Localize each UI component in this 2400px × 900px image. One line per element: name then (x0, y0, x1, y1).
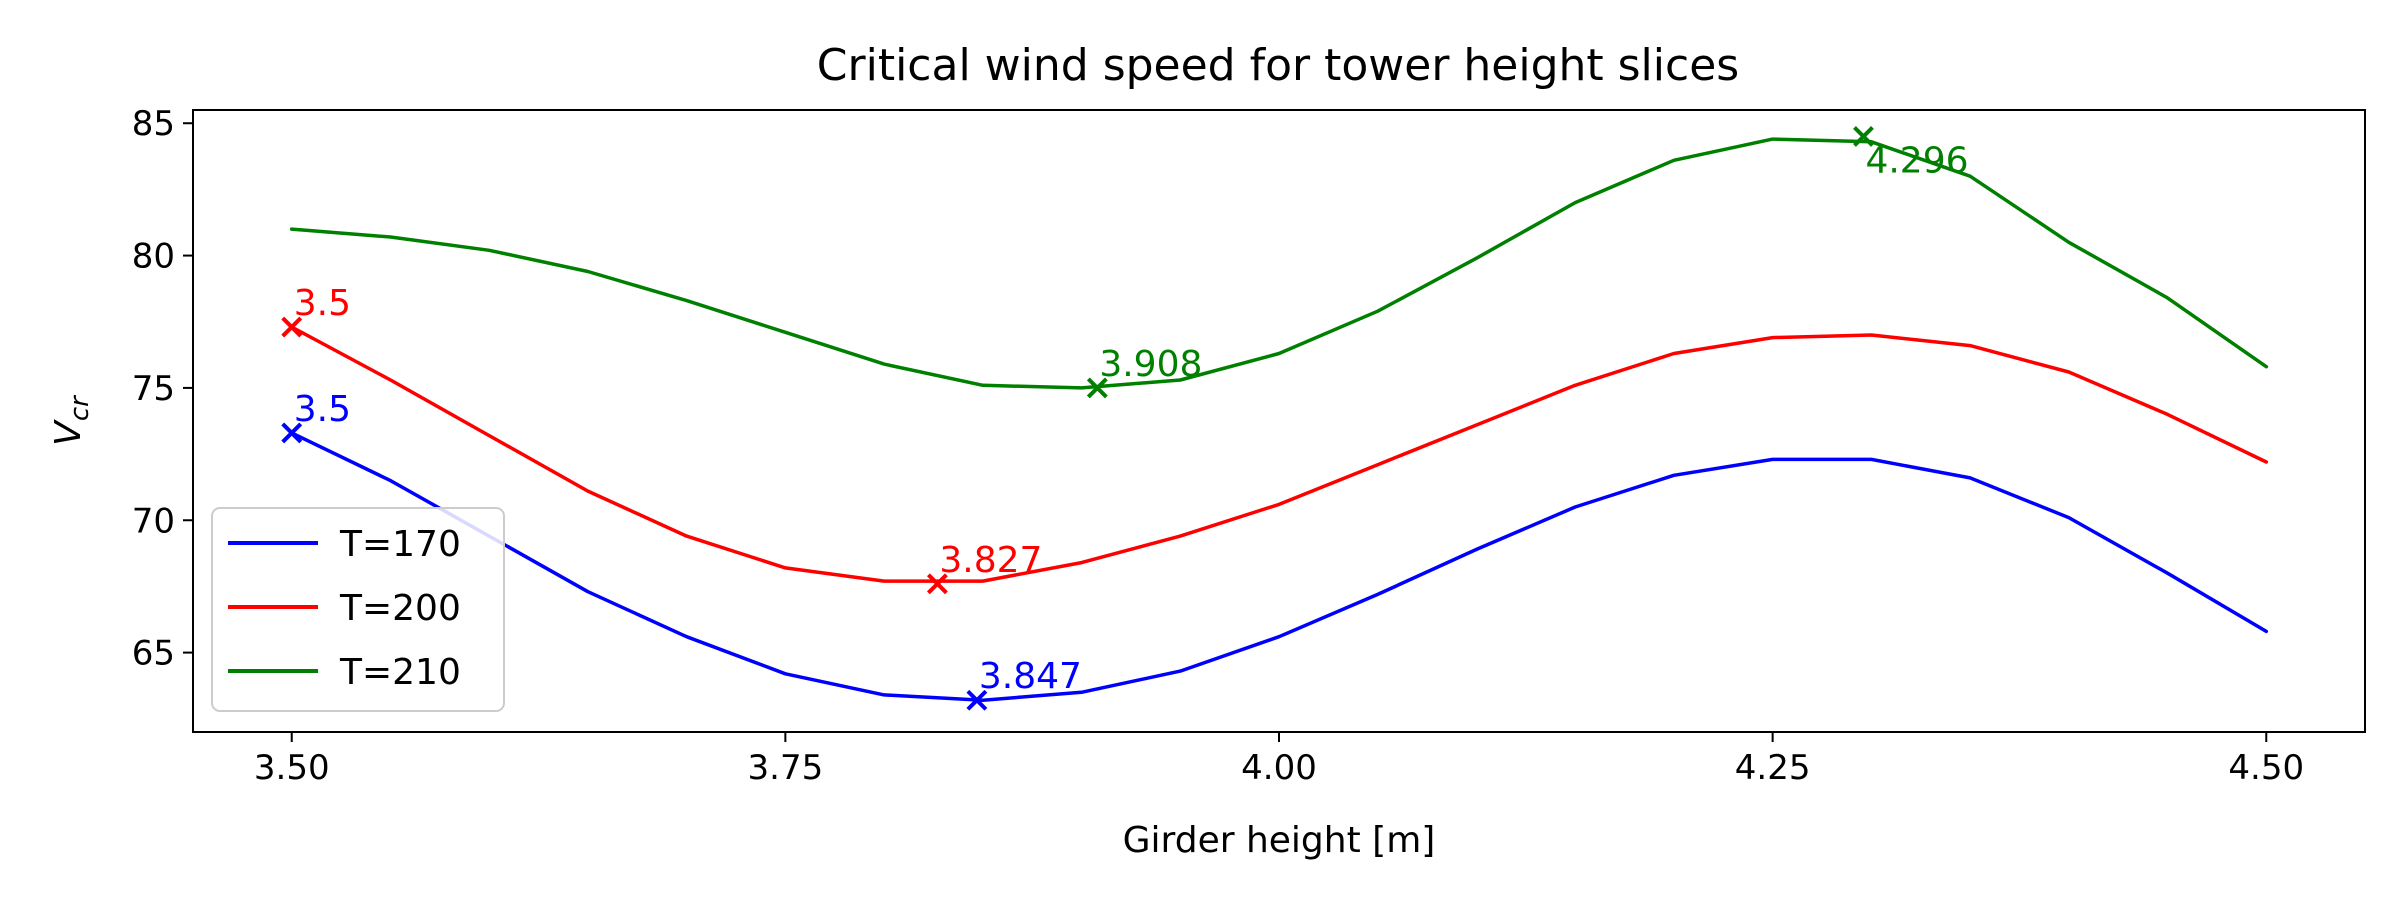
point-annotation: 3.827 (939, 540, 1042, 581)
legend-box (211, 507, 505, 712)
legend: T=170 T=200 T=210 (211, 507, 505, 712)
marker-x (1086, 377, 1108, 399)
point-annotation: 3.847 (979, 656, 1082, 697)
marker-stroke (966, 689, 988, 711)
legend-label-t170: T=170 (339, 524, 461, 565)
marker-x (926, 573, 948, 595)
marker-x (281, 422, 303, 444)
y-tick-label: 75 (132, 369, 175, 409)
plot-frame (192, 109, 2366, 733)
x-axis-ticks: 3.50 3.75 4.00 4.25 4.50 (254, 732, 2304, 788)
y-tick-label: 65 (132, 634, 175, 674)
marker-x (1853, 126, 1874, 147)
x-tick-label: 4.00 (1241, 748, 1317, 788)
marker-stroke (281, 422, 303, 444)
x-tick-label: 3.50 (254, 748, 330, 788)
series-group (289, 137, 2269, 702)
point-annotation: 3.5 (294, 389, 351, 430)
point-annotation: 3.908 (1099, 344, 1202, 385)
markers-group: 3.5 3.847 3.5 3.827 3.908 4.296 (281, 126, 1969, 711)
point-annotation: 4.296 (1865, 140, 1968, 181)
marker-stroke (1853, 126, 1874, 147)
x-tick-label: 4.50 (2228, 748, 2304, 788)
x-tick-label: 4.25 (1735, 748, 1811, 788)
y-axis-label-sub: cr (65, 394, 95, 421)
marker-x (966, 689, 988, 711)
legend-label-t200: T=200 (339, 588, 461, 629)
series-line-t210 (289, 137, 2269, 390)
marker-stroke (926, 573, 948, 595)
y-axis-label: Vcr (48, 394, 95, 446)
y-tick-label: 70 (132, 501, 175, 541)
marker-stroke (1086, 377, 1108, 399)
point-annotation: 3.5 (294, 283, 351, 324)
x-tick-label: 3.75 (748, 748, 824, 788)
series-line-t170 (289, 431, 2269, 702)
marker-x (281, 316, 303, 338)
x-axis-label: Girder height [m] (1123, 820, 1436, 861)
legend-label-t210: T=210 (339, 652, 461, 693)
y-tick-label: 80 (132, 237, 175, 277)
chart-title: Critical wind speed for tower height sli… (817, 40, 1739, 91)
y-tick-label: 85 (132, 104, 175, 144)
series-line-t200 (289, 325, 2269, 583)
marker-stroke (281, 316, 303, 338)
y-axis-label-main: V (48, 419, 89, 446)
y-axis-ticks: 65 70 75 80 85 (132, 104, 193, 674)
